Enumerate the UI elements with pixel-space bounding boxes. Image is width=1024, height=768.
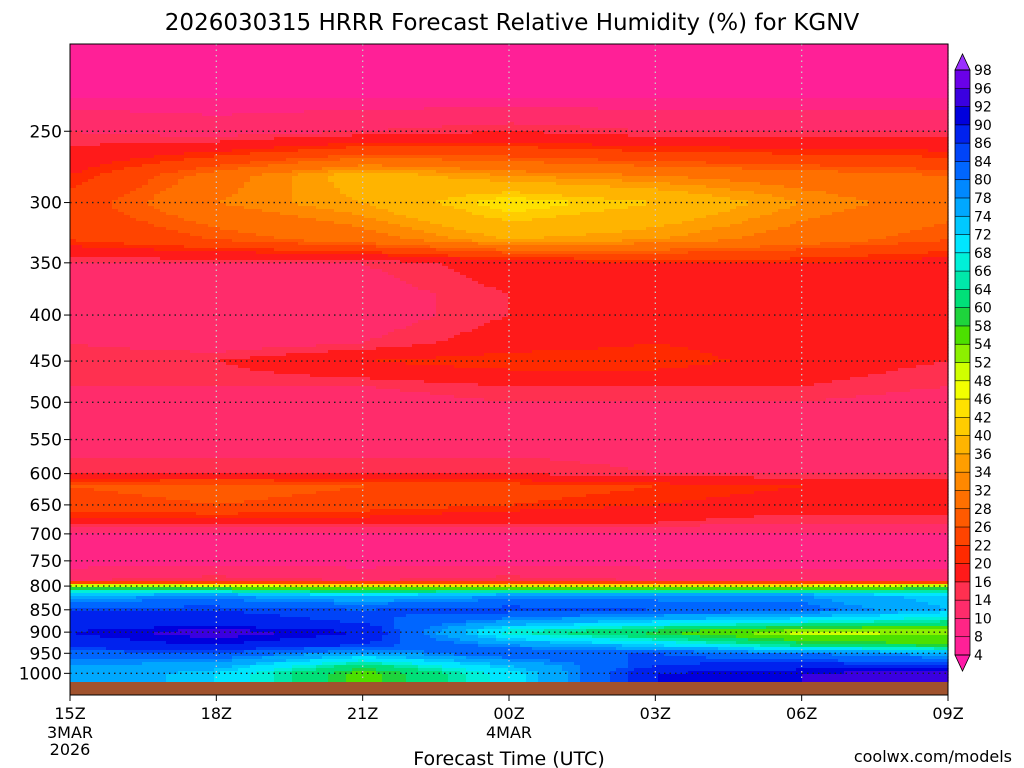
- rh-time-height-chart: 15Z3MAR202618Z 21Z 00Z4MAR03Z 06Z 09Z 250300…: [0, 0, 1024, 768]
